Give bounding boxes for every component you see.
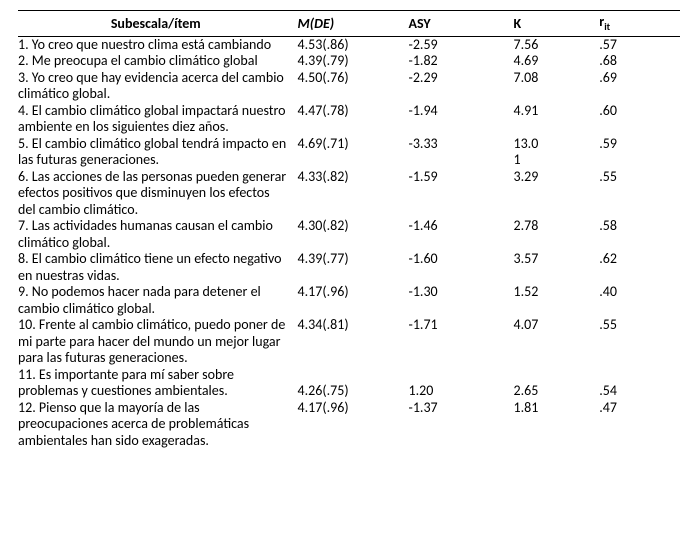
- cell-item: 4. El cambio climático global impactará …: [18, 103, 298, 136]
- cell-k: 7.08: [513, 70, 599, 103]
- cell-k: 2.78: [513, 218, 599, 251]
- col-header-k: K: [513, 11, 599, 37]
- table-row: 7. Las actividades humanas causan el cam…: [18, 218, 680, 251]
- cell-rit: .69: [599, 70, 680, 103]
- cell-asy: -1.37: [409, 400, 514, 450]
- table-row: 10. Frente al cambio climático, puedo po…: [18, 317, 680, 367]
- cell-rit: .58: [599, 218, 680, 251]
- cell-item: 9. No podemos hacer nada para detener el…: [18, 284, 298, 317]
- cell-asy: -1.59: [409, 169, 514, 219]
- cell-asy: -1.71: [409, 317, 514, 367]
- cell-item: 5. El cambio climático global tendrá imp…: [18, 136, 298, 169]
- cell-asy: 1.20: [409, 367, 514, 400]
- cell-item: 8. El cambio climático tiene un efecto n…: [18, 251, 298, 284]
- cell-rit: .62: [599, 251, 680, 284]
- cell-k: 7.56: [513, 36, 599, 53]
- table-row: 6. Las acciones de las personas pueden g…: [18, 169, 680, 219]
- cell-asy: -1.46: [409, 218, 514, 251]
- table-row: 5. El cambio climático global tendrá imp…: [18, 136, 680, 169]
- cell-mde: 4.39(.79): [298, 53, 409, 70]
- cell-mde: 4.53(.86): [298, 36, 409, 53]
- cell-rit: .57: [599, 36, 680, 53]
- cell-k: 1.52: [513, 284, 599, 317]
- cell-asy: -1.60: [409, 251, 514, 284]
- cell-k: 4.91: [513, 103, 599, 136]
- cell-item: 1. Yo creo que nuestro clima está cambia…: [18, 36, 298, 53]
- table-header: Subescala/ítem M(DE) ASY K rit: [18, 11, 680, 37]
- col-header-asy: ASY: [409, 11, 514, 37]
- cell-item: 6. Las acciones de las personas pueden g…: [18, 169, 298, 219]
- cell-item: 7. Las actividades humanas causan el cam…: [18, 218, 298, 251]
- cell-rit: .47: [599, 400, 680, 450]
- col-header-item: Subescala/ítem: [18, 11, 298, 37]
- cell-item: 12. Pienso que la mayoría de las preocup…: [18, 400, 298, 450]
- stats-table-page: Subescala/ítem M(DE) ASY K rit 1. Yo cre…: [0, 0, 698, 463]
- table-row: 2. Me preocupa el cambio climático globa…: [18, 53, 680, 70]
- cell-mde: 4.39(.77): [298, 251, 409, 284]
- cell-item: 2. Me preocupa el cambio climático globa…: [18, 53, 298, 70]
- cell-asy: -2.29: [409, 70, 514, 103]
- cell-k: 3.29: [513, 169, 599, 219]
- table-row: 4. El cambio climático global impactará …: [18, 103, 680, 136]
- stats-table: Subescala/ítem M(DE) ASY K rit 1. Yo cre…: [18, 10, 680, 449]
- cell-asy: -1.82: [409, 53, 514, 70]
- cell-item: 11. Es importante para mí saber sobre pr…: [18, 367, 298, 400]
- cell-mde: 4.17(.96): [298, 284, 409, 317]
- cell-mde: 4.17(.96): [298, 400, 409, 450]
- cell-rit: .54: [599, 367, 680, 400]
- table-row: 12. Pienso que la mayoría de las preocup…: [18, 400, 680, 450]
- cell-rit: .68: [599, 53, 680, 70]
- table-row: 11. Es importante para mí saber sobre pr…: [18, 367, 680, 400]
- cell-item: 3. Yo creo que hay evidencia acerca del …: [18, 70, 298, 103]
- cell-item: 10. Frente al cambio climático, puedo po…: [18, 317, 298, 367]
- cell-mde: 4.26(.75): [298, 367, 409, 400]
- table-row: 3. Yo creo que hay evidencia acerca del …: [18, 70, 680, 103]
- cell-mde: 4.33(.82): [298, 169, 409, 219]
- cell-k: 3.57: [513, 251, 599, 284]
- cell-k: 2.65: [513, 367, 599, 400]
- table-body: 1. Yo creo que nuestro clima está cambia…: [18, 36, 680, 449]
- cell-rit: .60: [599, 103, 680, 136]
- cell-mde: 4.34(.81): [298, 317, 409, 367]
- table-row: 9. No podemos hacer nada para detener el…: [18, 284, 680, 317]
- col-header-mde: M(DE): [298, 11, 409, 37]
- cell-rit: .55: [599, 317, 680, 367]
- table-row: 1. Yo creo que nuestro clima está cambia…: [18, 36, 680, 53]
- cell-asy: -1.94: [409, 103, 514, 136]
- col-header-rit: rit: [599, 11, 680, 37]
- table-row: 8. El cambio climático tiene un efecto n…: [18, 251, 680, 284]
- cell-mde: 4.69(.71): [298, 136, 409, 169]
- cell-mde: 4.47(.78): [298, 103, 409, 136]
- cell-rit: .40: [599, 284, 680, 317]
- cell-mde: 4.50(.76): [298, 70, 409, 103]
- cell-asy: -2.59: [409, 36, 514, 53]
- cell-asy: -1.30: [409, 284, 514, 317]
- cell-k: 13.01: [513, 136, 599, 169]
- cell-k: 4.69: [513, 53, 599, 70]
- cell-k: 1.81: [513, 400, 599, 450]
- cell-rit: .55: [599, 169, 680, 219]
- cell-rit: .59: [599, 136, 680, 169]
- cell-mde: 4.30(.82): [298, 218, 409, 251]
- cell-k: 4.07: [513, 317, 599, 367]
- cell-asy: -3.33: [409, 136, 514, 169]
